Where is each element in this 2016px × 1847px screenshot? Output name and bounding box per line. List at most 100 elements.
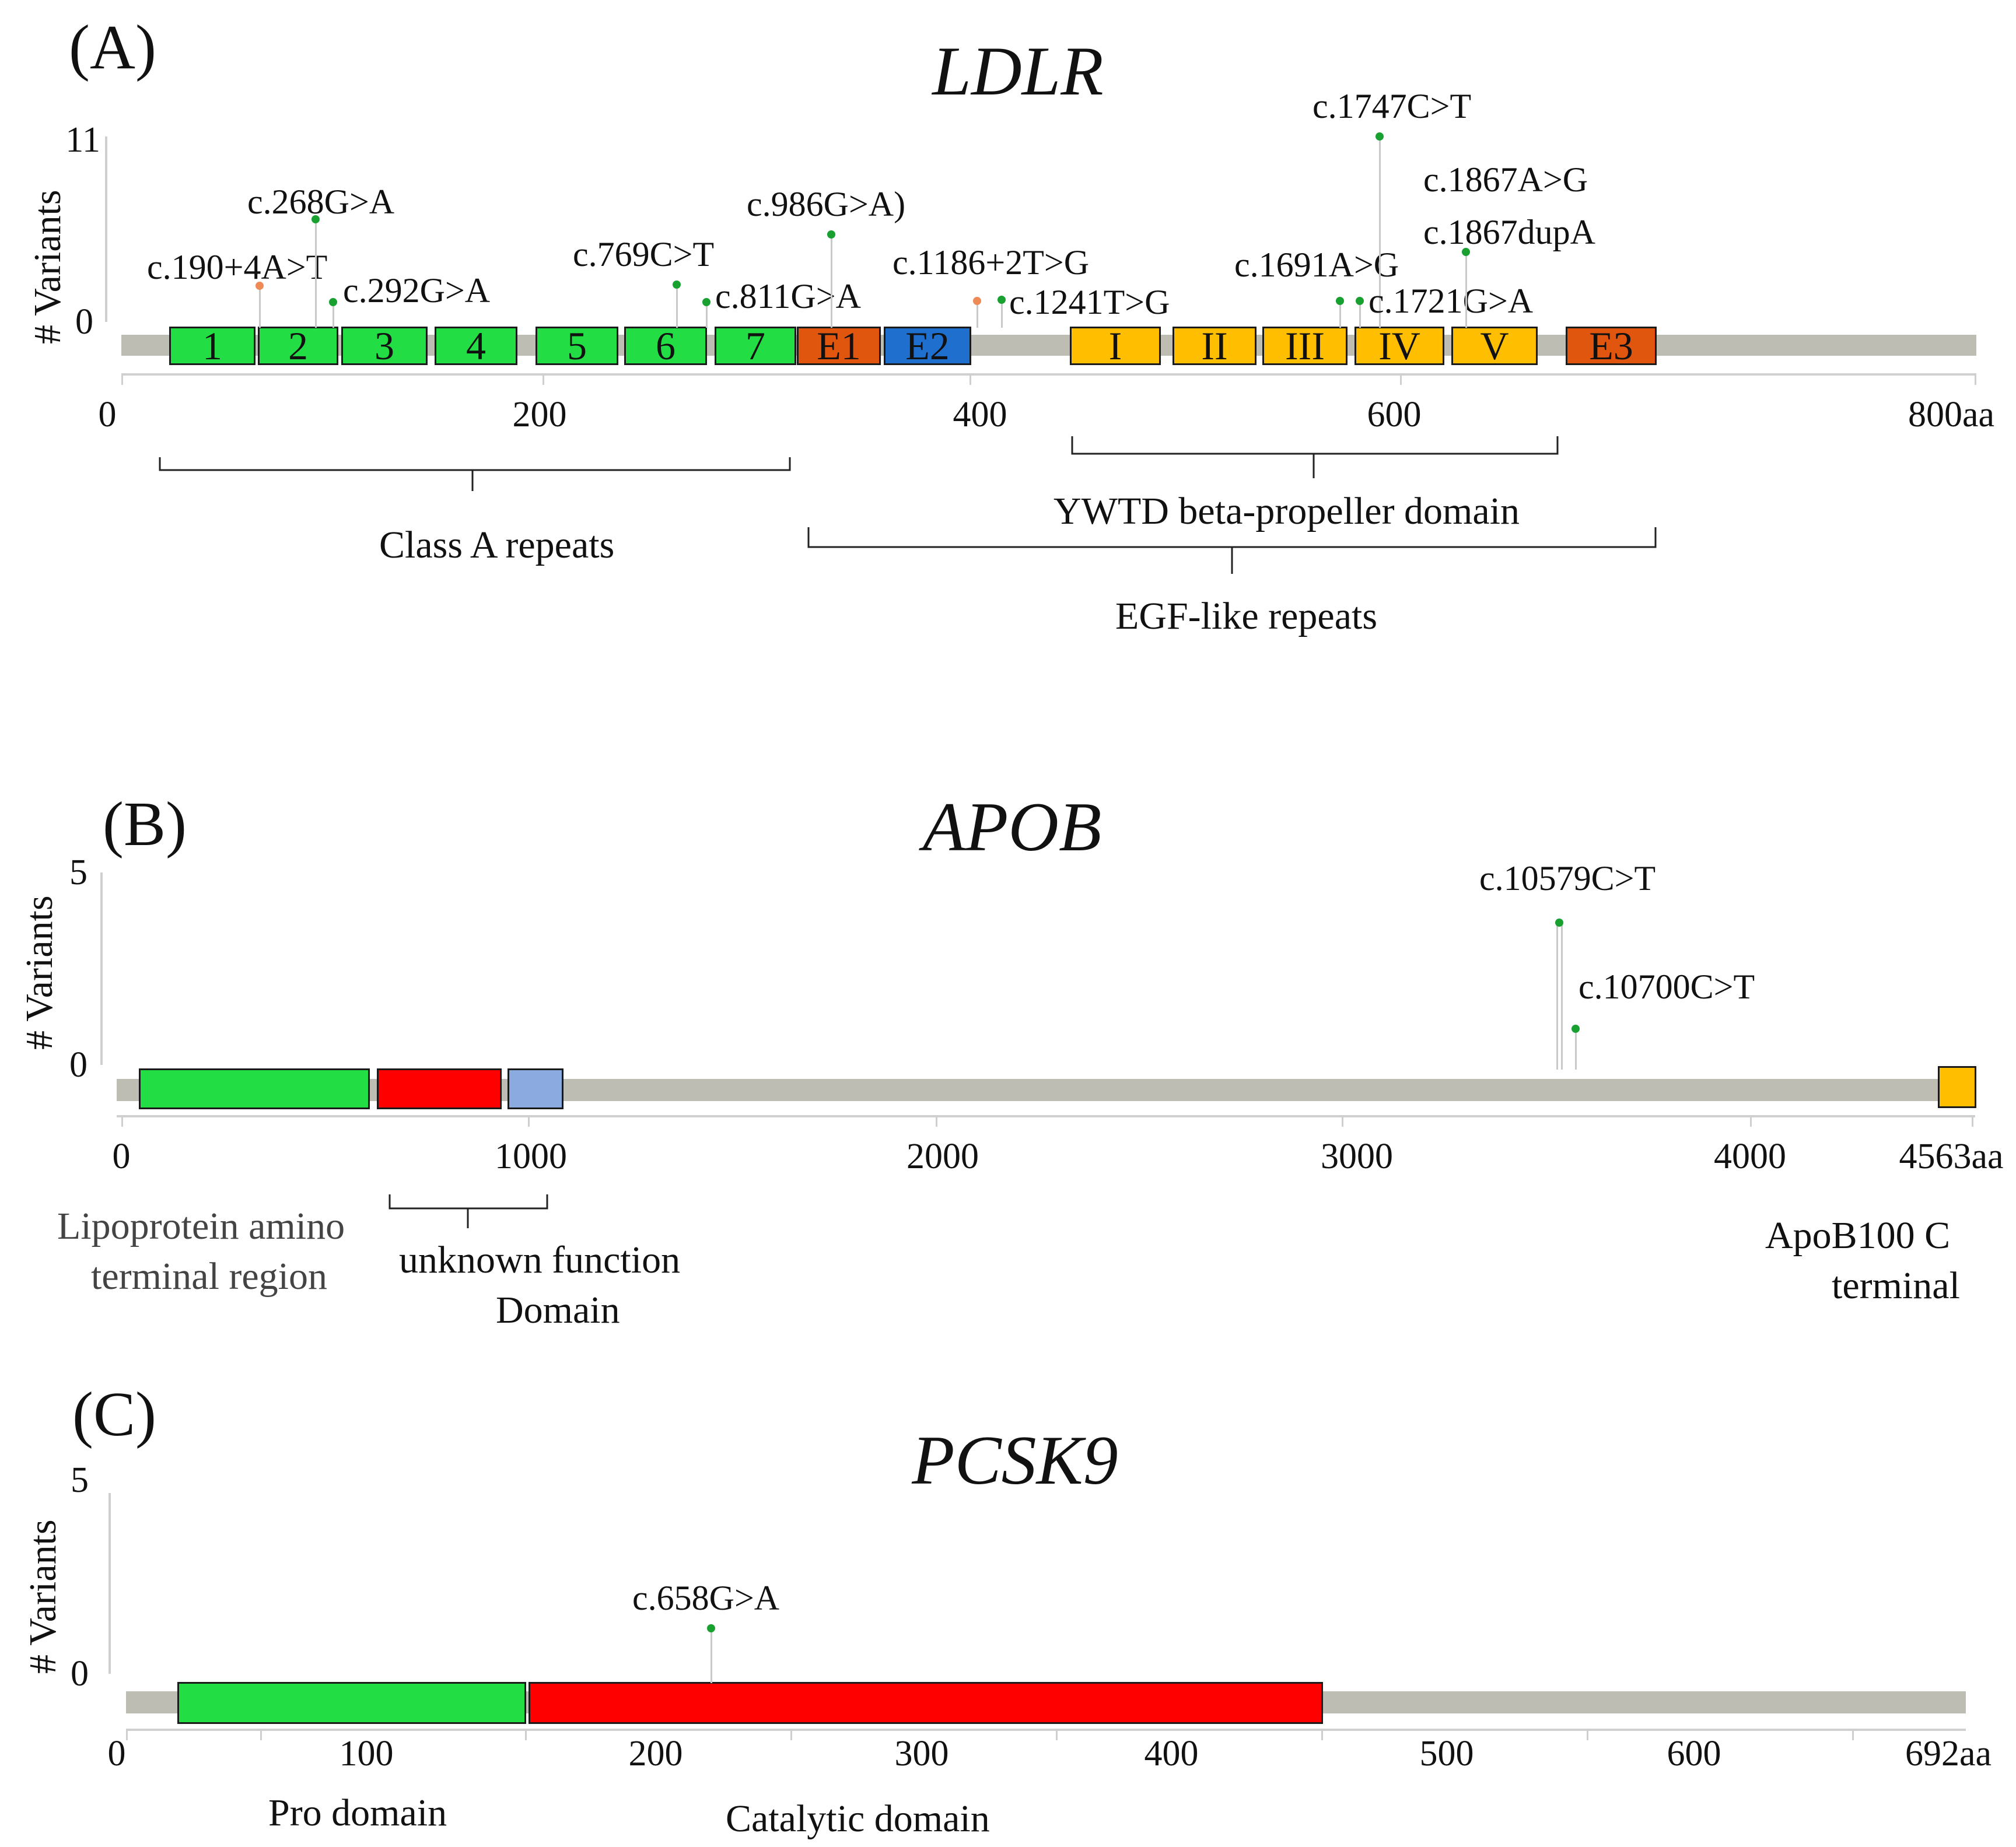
- panel-a-x-tick-mark: [121, 373, 123, 385]
- panel-a-x-axis: [121, 373, 1976, 376]
- ldlr-class-a-repeat-4: 4: [435, 326, 517, 366]
- panel-a-x-tick-mark: [1975, 373, 1976, 385]
- variant-stem: [1339, 301, 1341, 328]
- panel-b-x-axis: [117, 1115, 1975, 1117]
- panel-c-y-tick-min: 0: [71, 1654, 89, 1694]
- variant-dot: [673, 281, 681, 289]
- panel-c-y-axis: [108, 1493, 111, 1674]
- panel-c-x-tick-692: 692aa: [1905, 1734, 1992, 1774]
- variant-stem: [710, 1628, 712, 1683]
- bracket-class-a: [159, 457, 791, 491]
- panel-b-letter: (B): [103, 790, 187, 859]
- variant-stem: [259, 286, 261, 328]
- variant-label-c1721: c.1721G>A: [1368, 282, 1534, 320]
- variant-dot: [973, 297, 981, 305]
- bracket-ywtd: [1071, 436, 1559, 478]
- caption-class-a-repeats: Class A repeats: [379, 524, 615, 566]
- panel-c-x-tick-mark: [126, 1729, 128, 1740]
- variant-label-c1867dup: c.1867dupA: [1423, 213, 1595, 251]
- variant-stem: [1465, 252, 1467, 328]
- panel-b-gene-title: APOB: [922, 788, 1102, 865]
- panel-c-x-tick-400: 400: [1144, 1734, 1199, 1774]
- variant-stem: [1561, 923, 1563, 1070]
- variant-stem: [315, 219, 317, 328]
- panel-a-x-tick-0: 0: [98, 395, 117, 434]
- panel-b-x-tick-mark: [528, 1115, 530, 1127]
- panel-b-x-tick-mark: [1342, 1115, 1343, 1127]
- panel-b-x-tick-mark: [1972, 1115, 1973, 1127]
- panel-c-x-tick-mark: [260, 1729, 262, 1740]
- panel-a-x-tick-400: 400: [953, 395, 1007, 434]
- panel-b-x-tick-3000: 3000: [1321, 1137, 1393, 1176]
- apob-c-terminal-domain: [1938, 1066, 1976, 1108]
- panel-a-y-tick-min: 0: [75, 302, 93, 342]
- variant-dot: [827, 230, 835, 239]
- caption-lipoprotein-amino: Lipoprotein amino: [57, 1205, 345, 1247]
- ldlr-class-a-repeat-3: 3: [341, 326, 428, 366]
- variant-dot: [998, 296, 1006, 304]
- ldlr-class-a-repeat-1: 1: [169, 326, 256, 366]
- panel-a-letter: (A): [69, 13, 156, 82]
- panel-a: (A) LDLR # Variants 11 0 1 2 3 4 5 6 7 E…: [0, 0, 2016, 671]
- panel-a-x-tick-mark: [970, 373, 971, 385]
- ldlr-class-a-repeat-2: 2: [258, 326, 338, 366]
- bracket-unknown-function: [388, 1194, 548, 1228]
- variant-label-c1867a: c.1867A>G: [1423, 160, 1588, 199]
- panel-c-x-tick-200: 200: [628, 1734, 683, 1774]
- panel-b-x-tick-4563: 4563aa: [1899, 1137, 2004, 1176]
- variant-label-c658: c.658G>A: [632, 1579, 780, 1617]
- variant-label-c986: c.986G>A): [747, 185, 906, 223]
- variant-stem: [1379, 136, 1381, 328]
- variant-stem: [706, 302, 708, 328]
- panel-c-x-tick-mark: [790, 1729, 792, 1740]
- panel-b-x-tick-mark: [936, 1115, 937, 1127]
- panel-c-x-tick-mark: [1056, 1729, 1058, 1740]
- panel-b-x-tick-1000: 1000: [495, 1137, 567, 1176]
- variant-stem: [1001, 300, 1003, 328]
- variant-label-c1747: c.1747C>T: [1312, 87, 1472, 125]
- caption-pro-domain: Pro domain: [268, 1792, 447, 1834]
- variant-dot: [702, 298, 710, 306]
- panel-c-x-tick-mark: [1852, 1729, 1854, 1740]
- panel-c-y-axis-label: # Variants: [22, 1519, 64, 1674]
- ldlr-egf-e3: E3: [1566, 326, 1657, 366]
- variant-label-c1691: c.1691A>G: [1234, 246, 1399, 284]
- panel-c-x-tick-300: 300: [894, 1734, 949, 1774]
- ldlr-ywtd-iv: IV: [1354, 326, 1444, 366]
- variant-dot: [329, 298, 337, 306]
- panel-c-x-tick-600: 600: [1667, 1734, 1721, 1774]
- variant-stem: [831, 234, 832, 328]
- panel-b-y-axis: [100, 872, 103, 1065]
- caption-terminal: terminal: [1832, 1264, 1960, 1307]
- ldlr-egf-e1: E1: [797, 326, 881, 366]
- panel-a-protein-track: [121, 335, 1976, 356]
- panel-b-y-tick-max: 5: [69, 853, 88, 892]
- variant-stem: [977, 301, 978, 328]
- panel-c-x-tick-100: 100: [339, 1734, 394, 1774]
- variant-stem: [332, 302, 334, 328]
- panel-c-x-tick-500: 500: [1419, 1734, 1474, 1774]
- variant-label-c769: c.769C>T: [573, 235, 715, 274]
- panel-b-y-axis-label: # Variants: [18, 895, 61, 1050]
- panel-c-x-tick-mark: [525, 1729, 527, 1740]
- panel-a-gene-title: LDLR: [932, 32, 1104, 110]
- panel-a-y-tick-max: 11: [65, 120, 100, 160]
- panel-b-x-tick-0: 0: [112, 1137, 131, 1176]
- panel-c-x-tick-mark: [1321, 1729, 1323, 1740]
- ldlr-ywtd-iii: III: [1262, 326, 1348, 366]
- variant-dot: [707, 1624, 715, 1632]
- variant-label-c811: c.811G>A: [715, 277, 861, 316]
- ldlr-class-a-repeat-6: 6: [624, 326, 707, 366]
- apob-light-blue-domain: [508, 1068, 564, 1109]
- caption-apob100-c: ApoB100 C: [1765, 1214, 1951, 1257]
- ldlr-class-a-repeat-5: 5: [536, 326, 618, 366]
- caption-egf-like: EGF-like repeats: [1115, 595, 1378, 637]
- panel-c-y-tick-max: 5: [71, 1460, 89, 1500]
- variant-dot: [312, 215, 320, 223]
- panel-b-x-tick-4000: 4000: [1714, 1137, 1786, 1176]
- ldlr-ywtd-i: I: [1070, 326, 1161, 366]
- variant-label-c190: c.190+4A>T: [147, 248, 328, 286]
- bracket-egf: [807, 527, 1657, 574]
- panel-a-x-tick-mark: [1400, 373, 1402, 385]
- pcsk9-pro-domain: [177, 1682, 526, 1724]
